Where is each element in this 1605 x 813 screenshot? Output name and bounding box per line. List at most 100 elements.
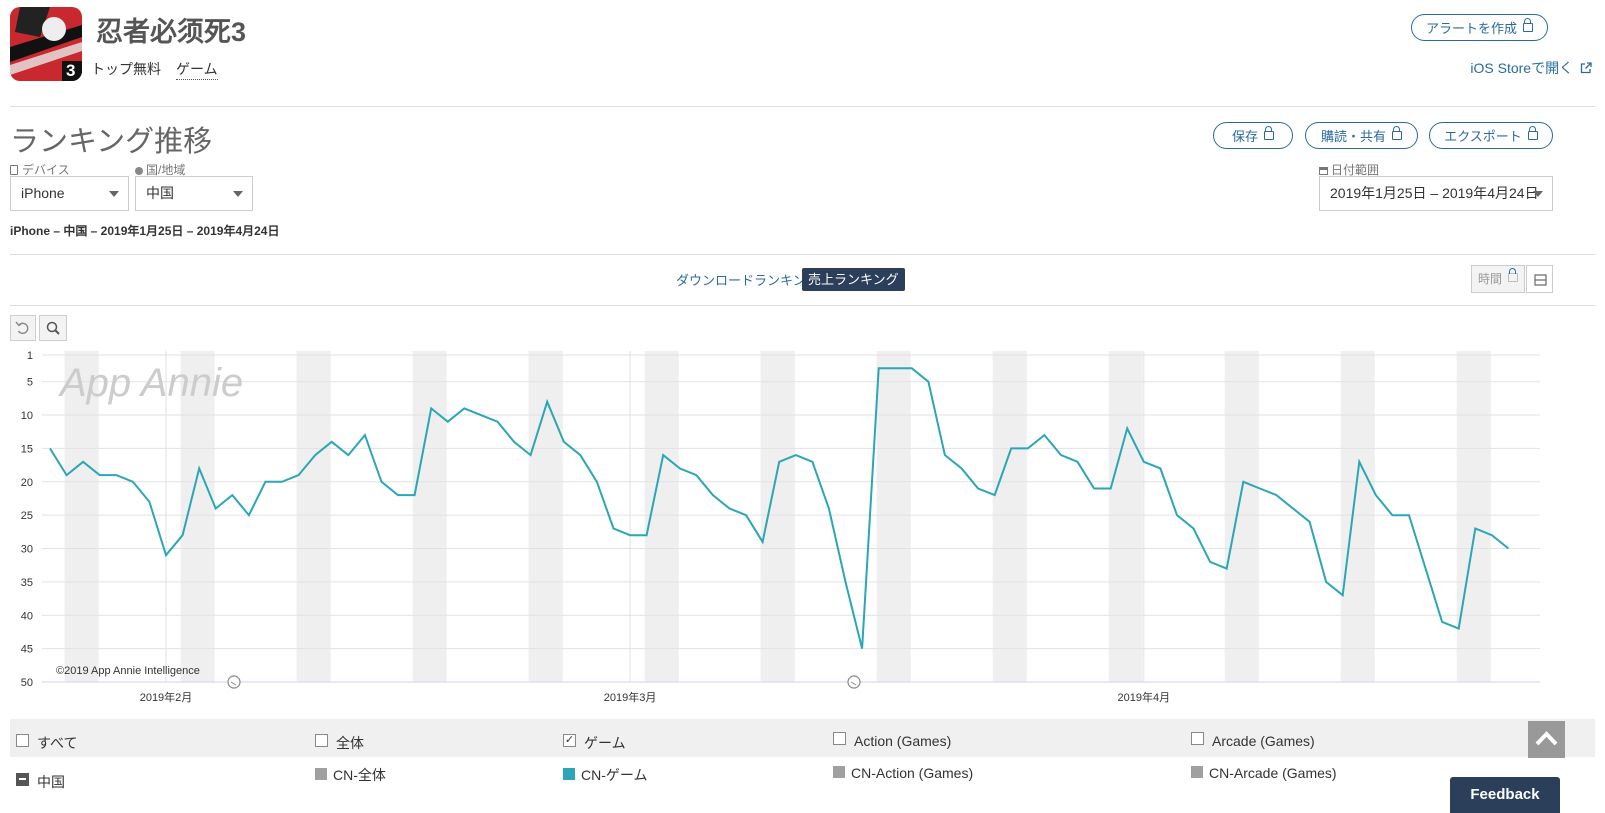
- lock-icon: [1264, 126, 1274, 140]
- save-label: 保存: [1231, 129, 1258, 144]
- legend-col-overall[interactable]: 全体: [315, 733, 364, 753]
- reset-zoom-button[interactable]: [10, 315, 36, 341]
- scroll-to-top-button[interactable]: [1528, 721, 1565, 758]
- device-filter-label: デバイス: [10, 161, 70, 178]
- region-select[interactable]: 中国: [135, 176, 253, 211]
- chevron-down-icon: [109, 191, 119, 197]
- device-icon: [10, 165, 18, 175]
- table-view-button[interactable]: [1526, 265, 1553, 293]
- weekend-band: [64, 351, 99, 682]
- y-tick-label: 5: [27, 377, 33, 389]
- feedback-button[interactable]: Feedback: [1450, 777, 1560, 813]
- x-tick-label: 2019年2月: [140, 690, 193, 704]
- tab-download-ranking[interactable]: ダウンロードランキング: [676, 273, 819, 288]
- app-category[interactable]: トップ無料: [91, 61, 161, 77]
- globe-icon: [135, 167, 143, 175]
- zoom-icon: [46, 321, 60, 335]
- lock-icon: [1527, 126, 1538, 140]
- annotation-marker[interactable]: [227, 675, 241, 689]
- x-tick-label: 2019年4月: [1118, 690, 1171, 704]
- device-select[interactable]: iPhone: [10, 176, 129, 211]
- chevron-down-icon: [1533, 191, 1543, 197]
- legend-header-row: [10, 719, 1595, 757]
- open-ios-store-label: iOS Storeで開く: [1470, 60, 1574, 76]
- subscribe-share-button[interactable]: 購読・共有: [1305, 122, 1418, 149]
- legend-all[interactable]: すべて: [16, 733, 77, 753]
- table-icon: [1534, 274, 1547, 286]
- legend-col-game[interactable]: ✓ ゲーム: [563, 733, 626, 751]
- weekend-band: [296, 351, 331, 682]
- lock-icon: [1523, 18, 1533, 32]
- lock-icon: [1392, 126, 1402, 140]
- app-genre[interactable]: ゲーム: [176, 59, 218, 80]
- x-tick-label: 2019年3月: [604, 690, 657, 704]
- legend-series-cn-arcade[interactable]: CN-Arcade (Games): [1191, 765, 1337, 781]
- weekend-band: [876, 351, 911, 682]
- time-toggle-label: 時間: [1477, 272, 1502, 286]
- export-label: エクスポート: [1444, 129, 1522, 144]
- series-swatch: [833, 766, 845, 779]
- checkbox-game[interactable]: ✓: [563, 733, 576, 747]
- collapse-icon[interactable]: [16, 772, 29, 786]
- weekend-band: [412, 351, 447, 682]
- chevron-up-icon: [1535, 731, 1558, 746]
- region-value: 中国: [146, 185, 174, 201]
- open-ios-store-link[interactable]: iOS Storeで開く: [1470, 58, 1592, 78]
- weekend-band: [1224, 351, 1259, 682]
- legend-col-arcade[interactable]: Arcade (Games): [1191, 731, 1315, 749]
- divider: [10, 254, 1595, 255]
- create-alert-label: アラートを作成: [1425, 21, 1517, 36]
- series-swatch: [315, 768, 327, 781]
- checkbox-all[interactable]: [16, 733, 29, 747]
- date-range-value: 2019年1月25日 – 2019年4月24日: [1330, 185, 1539, 201]
- tab-revenue-ranking[interactable]: 売上ランキング: [802, 268, 905, 291]
- legend-series-cn-overall[interactable]: CN-全体: [315, 765, 386, 785]
- divider: [10, 305, 1595, 306]
- weekend-band: [992, 351, 1027, 682]
- device-value: iPhone: [21, 185, 65, 201]
- legend-region-china[interactable]: 中国: [16, 772, 65, 792]
- lock-icon: [1508, 268, 1518, 282]
- app-icon: 3: [10, 7, 82, 81]
- chevron-down-icon: [233, 191, 243, 197]
- save-button[interactable]: 保存: [1213, 122, 1293, 149]
- subscribe-share-label: 購読・共有: [1320, 129, 1386, 144]
- y-tick-label: 35: [21, 577, 33, 589]
- y-tick-label: 50: [21, 677, 33, 689]
- legend-series-cn-game[interactable]: CN-ゲーム: [563, 765, 647, 785]
- y-tick-label: 40: [21, 610, 33, 622]
- export-button[interactable]: エクスポート: [1429, 122, 1553, 149]
- page-title: ランキング推移: [10, 126, 213, 158]
- checkbox-overall[interactable]: [315, 733, 328, 747]
- weekend-band: [528, 351, 563, 682]
- app-icon-badge: 3: [66, 61, 76, 80]
- y-tick-label: 20: [21, 477, 33, 489]
- y-tick-label: 1: [27, 350, 33, 362]
- copyright-text: ©2019 App Annie Intelligence: [56, 665, 200, 677]
- y-tick-label: 30: [21, 544, 33, 556]
- y-tick-label: 45: [21, 644, 33, 656]
- legend-col-action[interactable]: Action (Games): [833, 731, 951, 749]
- annotation-marker[interactable]: [847, 675, 861, 689]
- checkbox-action[interactable]: [833, 731, 846, 745]
- series-swatch: [1191, 766, 1203, 779]
- create-alert-button[interactable]: アラートを作成: [1411, 14, 1548, 41]
- time-toggle-button[interactable]: 時間: [1471, 265, 1525, 293]
- watermark: App Annie: [58, 361, 243, 405]
- date-filter-label: 日付範囲: [1319, 161, 1379, 178]
- calendar-icon: [1319, 167, 1328, 175]
- weekend-band: [760, 351, 795, 682]
- checkbox-arcade[interactable]: [1191, 731, 1204, 745]
- legend-series-cn-action[interactable]: CN-Action (Games): [833, 765, 973, 781]
- weekend-band: [1340, 351, 1375, 682]
- series-line-cn-game: [49, 367, 1510, 649]
- date-range-select[interactable]: 2019年1月25日 – 2019年4月24日: [1319, 176, 1553, 211]
- zoom-button[interactable]: [39, 315, 67, 341]
- y-tick-label: 15: [21, 443, 33, 455]
- weekend-band: [1108, 351, 1143, 682]
- y-tick-label: 10: [21, 410, 33, 422]
- y-tick-label: 25: [21, 510, 33, 522]
- divider: [10, 106, 1595, 107]
- weekend-band: [1456, 351, 1491, 682]
